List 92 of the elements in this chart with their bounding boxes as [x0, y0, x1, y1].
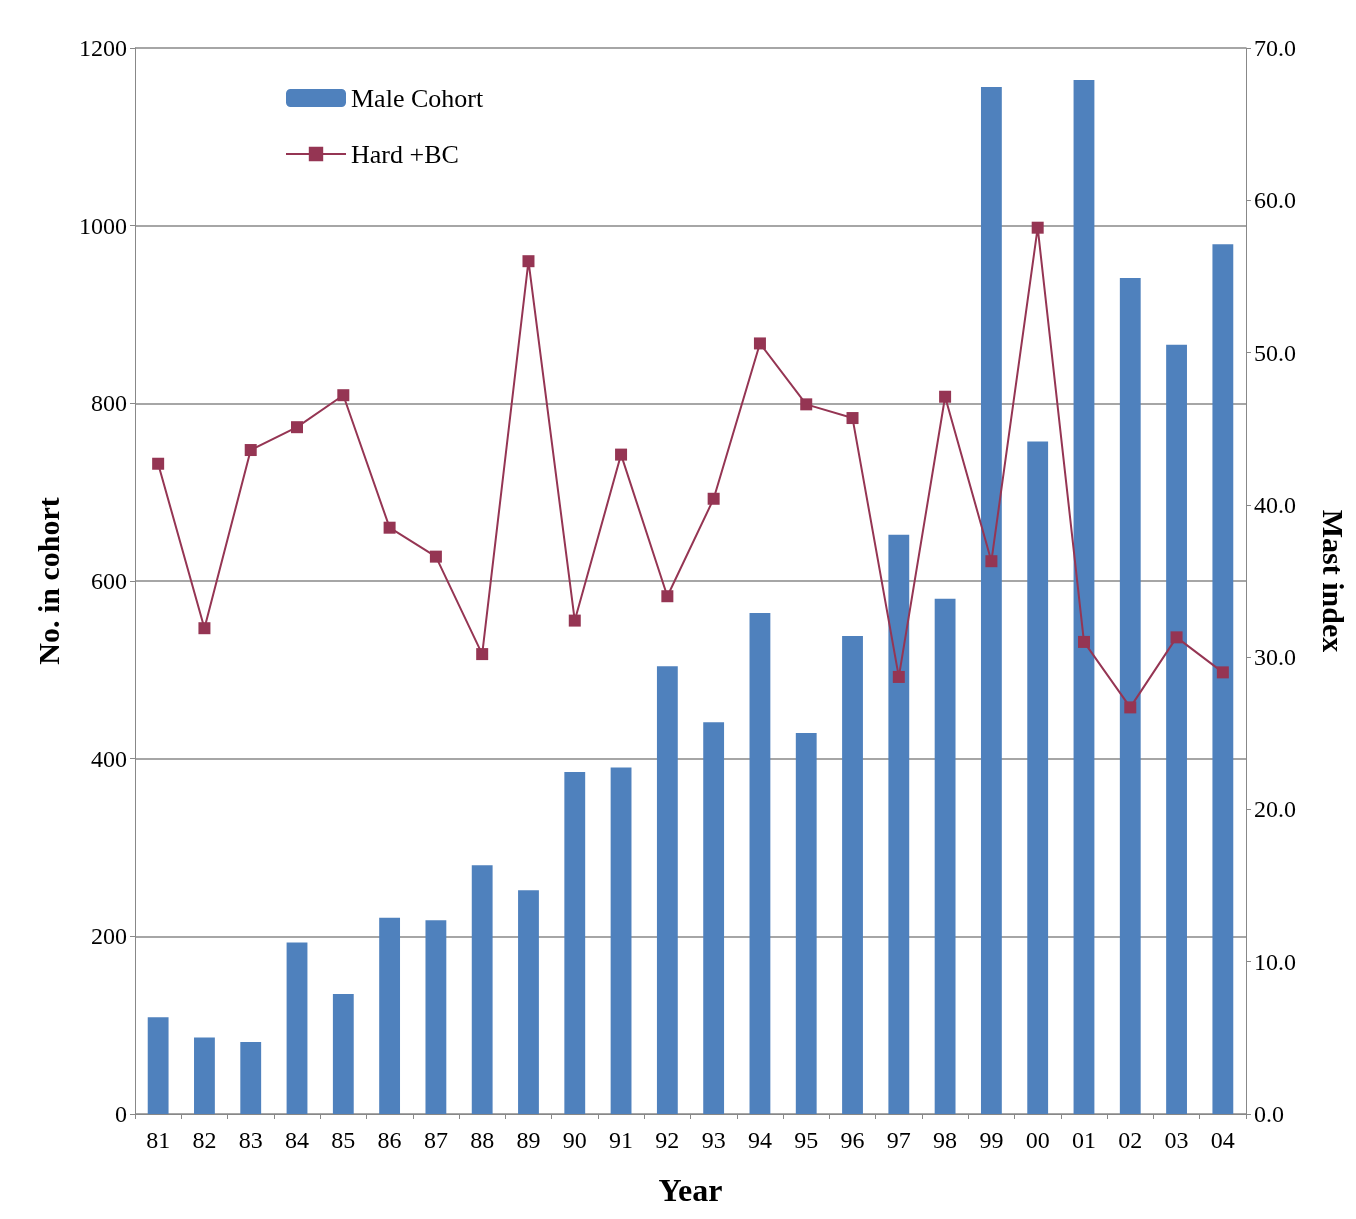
bar [1166, 344, 1187, 1114]
point [615, 448, 628, 461]
y2-tick-label: 10.0 [1254, 948, 1296, 975]
x-tick-label: 81 [146, 1127, 171, 1153]
point [429, 550, 442, 563]
bar [842, 636, 863, 1114]
y-tick-label: 600 [91, 568, 127, 594]
point [1077, 635, 1090, 648]
point [939, 390, 952, 403]
x-tick-label: 04 [1210, 1127, 1235, 1153]
point [753, 337, 766, 350]
legend-label: Hard +BC [351, 139, 459, 169]
x-axis-title: Year [658, 1172, 723, 1208]
bar [610, 767, 632, 1114]
y-tick-label: 400 [91, 745, 127, 772]
y-tick-label: 1000 [79, 212, 127, 239]
point [1170, 631, 1183, 644]
x-tick-label: 83 [238, 1127, 263, 1153]
x-tick-label: 93 [701, 1127, 726, 1153]
y-tick-label: 200 [91, 923, 127, 950]
x-tick-label: 85 [331, 1127, 356, 1153]
point [244, 444, 257, 457]
point [476, 648, 489, 661]
bar [425, 920, 447, 1114]
legend-label: Male Cohort [351, 83, 484, 113]
x-tick-label: 98 [933, 1127, 958, 1153]
x-tick-label: 97 [886, 1127, 911, 1153]
y-tick-label: 800 [91, 390, 127, 417]
bar [980, 87, 1002, 1114]
y-axis-title: No. in cohort [31, 497, 65, 665]
x-tick-label: 82 [192, 1127, 217, 1153]
x-tick-label: 01 [1071, 1127, 1096, 1153]
y2-tick-label: 40.0 [1254, 491, 1296, 518]
y-tick-label: 1200 [79, 35, 127, 61]
y2-axis-title: Mast index [1316, 509, 1350, 653]
x-tick-label: 94 [747, 1127, 772, 1153]
point [383, 521, 396, 534]
x-tick-label: 84 [285, 1127, 310, 1153]
point [661, 590, 674, 603]
bar [240, 1042, 262, 1114]
bar [471, 865, 493, 1114]
y2-tick-label: 0.0 [1254, 1101, 1284, 1127]
point [800, 398, 813, 411]
point [1124, 701, 1137, 714]
point [291, 421, 304, 434]
x-tick-label: 92 [655, 1127, 680, 1153]
point [892, 670, 905, 683]
bar [518, 890, 539, 1114]
x-tick-label: 02 [1118, 1127, 1143, 1153]
bar [656, 666, 678, 1114]
bar [888, 534, 910, 1114]
y2-tick-label: 50.0 [1254, 339, 1296, 366]
point [568, 614, 581, 627]
point [985, 555, 998, 568]
bar [749, 612, 771, 1114]
bar [564, 771, 586, 1114]
bar [332, 994, 354, 1114]
y-tick-label: 0 [115, 1101, 127, 1127]
x-tick-label: 91 [609, 1127, 634, 1153]
x-tick-label: 89 [516, 1127, 541, 1153]
bar [1027, 441, 1049, 1114]
point [198, 622, 211, 635]
x-tick-label: 00 [1025, 1127, 1050, 1153]
bar [194, 1037, 215, 1114]
y2-tick-label: 70.0 [1254, 35, 1296, 61]
point [337, 389, 350, 402]
x-tick-label: 90 [562, 1127, 587, 1153]
y2-tick-label: 60.0 [1254, 187, 1296, 214]
point [707, 492, 720, 505]
bar [703, 722, 725, 1114]
bar [379, 917, 401, 1114]
point [522, 255, 535, 268]
bar [1073, 79, 1095, 1114]
point [1216, 666, 1229, 679]
point [846, 412, 859, 425]
bar [934, 598, 956, 1114]
bar [147, 1017, 169, 1114]
bar [286, 942, 308, 1114]
x-tick-label: 86 [377, 1127, 402, 1153]
bar [795, 732, 817, 1114]
bar [1119, 278, 1141, 1114]
x-tick-label: 99 [979, 1127, 1004, 1153]
point [1031, 221, 1044, 234]
y2-tick-label: 30.0 [1254, 644, 1296, 671]
point [152, 457, 165, 470]
x-tick-label: 95 [794, 1127, 819, 1153]
x-tick-label: 88 [470, 1127, 495, 1153]
x-tick-label: 96 [840, 1127, 865, 1153]
bar [1212, 244, 1234, 1114]
y2-tick-label: 20.0 [1254, 796, 1296, 823]
x-tick-label: 87 [423, 1127, 448, 1153]
x-tick-label: 03 [1164, 1127, 1189, 1153]
